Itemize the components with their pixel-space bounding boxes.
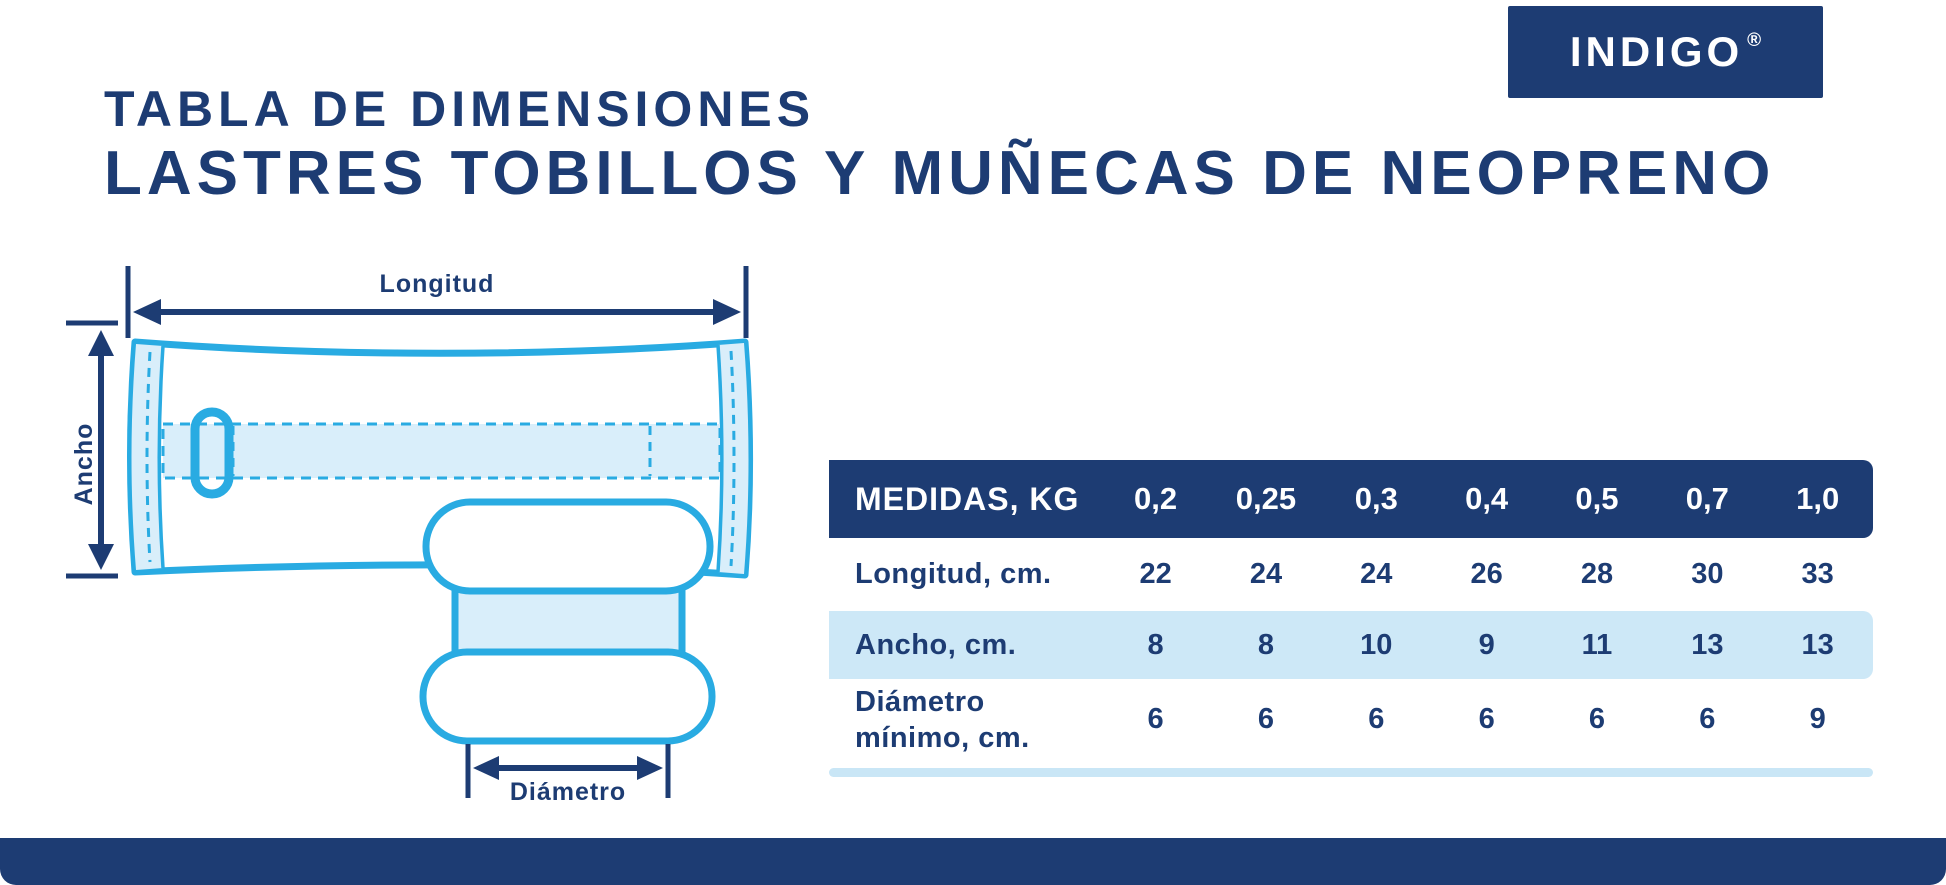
table-cell: 13 xyxy=(1691,628,1724,661)
bottom-accent-bar xyxy=(0,838,1946,885)
table-cell: 28 xyxy=(1580,558,1614,590)
longitud-arrowhead-right xyxy=(713,299,741,325)
left-endcap-stitch-line xyxy=(145,351,152,563)
ancho-label: Ancho xyxy=(70,423,98,506)
row-label: Ancho, cm. xyxy=(855,628,1017,661)
table-cell: 6 xyxy=(1588,703,1606,735)
table-cell: 6 xyxy=(1699,703,1716,735)
table-bottom-divider xyxy=(829,768,1873,777)
row-label-line2: mínimo, cm. xyxy=(855,721,1030,754)
table-cell: 30 xyxy=(1691,558,1724,590)
table-header-cell: 0,7 xyxy=(1685,481,1729,516)
diametro-arrowhead-right xyxy=(637,756,663,780)
diametro-arrowhead-left xyxy=(473,756,499,780)
table-header-cell: 0,25 xyxy=(1235,481,1297,516)
table-header-cell: 0,4 xyxy=(1465,481,1509,516)
table-cell: 8 xyxy=(1257,628,1275,661)
brand-logo: INDIGO ® xyxy=(1508,6,1823,98)
table-cell: 33 xyxy=(1801,558,1834,590)
table-cell: 11 xyxy=(1581,628,1613,661)
table-header-cell: 0,2 xyxy=(1134,481,1178,516)
table-row-ancho: Ancho, cm. 8 8 10 9 11 13 13 xyxy=(829,611,1873,679)
dimensions-table: MEDIDAS, KG 0,2 0,25 0,3 0,4 0,5 0,7 1,0… xyxy=(829,460,1873,777)
table-row-diametro-minimo: Diámetro mínimo, cm. 6 6 6 6 6 6 9 xyxy=(829,679,1873,760)
table-cell: 6 xyxy=(1257,703,1275,735)
ancho-arrowhead-bottom xyxy=(88,544,114,570)
ancho-arrowhead-top xyxy=(88,330,114,356)
rolled-middle-band xyxy=(451,584,686,659)
left-endcap-inner-edge xyxy=(157,345,165,569)
rolled-bottom-roll xyxy=(419,648,716,745)
table-row-longitud: Longitud, cm. 22 24 24 26 28 30 33 xyxy=(829,538,1873,611)
row-label: Longitud, cm. xyxy=(855,558,1052,590)
table-header-cell: 1,0 xyxy=(1796,481,1840,516)
table-header-cell: 0,5 xyxy=(1575,481,1619,516)
table-cell: 24 xyxy=(1360,558,1393,590)
table-cell: 6 xyxy=(1478,703,1495,735)
table-cell: 8 xyxy=(1147,628,1164,661)
table-cell: 9 xyxy=(1809,703,1826,735)
longitud-arrowhead-left xyxy=(133,299,161,325)
row-label: Diámetro mínimo, cm. xyxy=(829,684,1100,756)
table-header-label: MEDIDAS, KG xyxy=(855,480,1080,517)
rolled-top-roll xyxy=(422,498,714,595)
table-cell: 10 xyxy=(1360,628,1393,661)
diametro-label: Diámetro xyxy=(510,778,626,806)
table-cell: 9 xyxy=(1478,628,1495,661)
page-subtitle: LASTRES TOBILLOS Y MUÑECAS DE NEOPRENO xyxy=(104,139,1776,208)
product-left-endcap xyxy=(131,344,163,570)
product-right-endcap xyxy=(718,343,749,574)
strap-band xyxy=(161,422,722,480)
table-header-row: MEDIDAS, KG 0,2 0,25 0,3 0,4 0,5 0,7 1,0 xyxy=(829,460,1873,538)
brand-logo-text: INDIGO xyxy=(1569,28,1744,75)
registered-trademark-symbol: ® xyxy=(1747,29,1762,51)
table-cell: 22 xyxy=(1139,558,1172,590)
product-dimension-diagram: Longitud Ancho Diámetro xyxy=(66,266,753,806)
table-cell: 24 xyxy=(1249,558,1283,590)
row-label-line1: Diámetro xyxy=(855,685,985,718)
table-header-cell: 0,3 xyxy=(1354,481,1398,516)
table-cell: 6 xyxy=(1147,703,1164,735)
table-cell: 13 xyxy=(1801,628,1834,661)
right-endcap-inner-edge xyxy=(716,344,724,573)
longitud-label: Longitud xyxy=(380,270,495,298)
table-cell: 26 xyxy=(1470,558,1503,590)
table-cell: 6 xyxy=(1368,703,1385,735)
strap-buckle-ring xyxy=(190,407,234,499)
page-title: TABLA DE DIMENSIONES xyxy=(104,81,816,137)
